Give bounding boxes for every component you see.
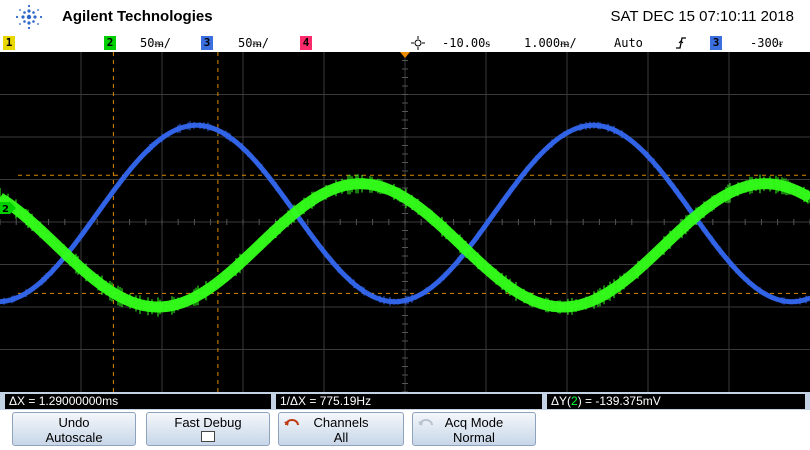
brand-name: Agilent Technologies: [62, 8, 213, 25]
waveform-noise: [0, 121, 810, 306]
rotate-knob-icon: [284, 419, 299, 426]
channel-3-scale: 50ᵯ/: [238, 36, 270, 50]
trigger-position-icon: [411, 36, 425, 50]
trigger-mode: Auto: [614, 36, 643, 50]
channel-2-tag[interactable]: 2: [104, 36, 116, 50]
channels-value: All: [333, 430, 349, 445]
waveform-trace: [0, 178, 810, 313]
channels-all-button[interactable]: Channels All: [278, 412, 404, 446]
trigger-slope-icon: [676, 37, 686, 49]
softkey-bar: Undo Autoscale Fast Debug Channels All A…: [0, 410, 810, 450]
trigger-position-marker: [400, 52, 410, 58]
delta-y-channel: 2: [571, 394, 578, 408]
channel-bar: 1 2 50ᵯ/ 3 50ᵯ/ 4 -10.00ᵴ 1.000ᵯ/ Auto 3…: [0, 35, 810, 52]
time-scale: 1.000ᵯ/: [524, 36, 577, 50]
channel-1-tag[interactable]: 1: [3, 36, 15, 50]
waveform-noise: [0, 174, 810, 317]
agilent-logo-icon: [15, 4, 43, 30]
acq-mode-value: Normal: [453, 430, 495, 445]
waveform-trace: [0, 122, 810, 305]
channel-2-ground-marker[interactable]: 2: [0, 202, 16, 215]
channels-label: Channels: [313, 415, 369, 430]
acq-mode-label: Acq Mode: [444, 415, 504, 430]
fast-debug-button[interactable]: Fast Debug: [146, 412, 270, 446]
acq-mode-button[interactable]: Acq Mode Normal: [412, 412, 536, 446]
ground-marker-shape: [0, 202, 16, 214]
time-delay: -10.00ᵴ: [442, 36, 491, 50]
delta-y-readout: ΔY(2) = -139.375mV: [547, 394, 805, 409]
channel-4-tag[interactable]: 4: [300, 36, 312, 50]
delta-y-prefix: ΔY(: [551, 394, 572, 408]
inverse-delta-x-readout: 1/ΔX = 775.19Hz: [276, 394, 542, 409]
fast-debug-label: Fast Debug: [174, 415, 242, 430]
rotate-knob-icon: [418, 419, 433, 426]
trigger-source-tag: 3: [710, 36, 722, 50]
undo-autoscale-line2: Autoscale: [45, 430, 103, 445]
title-bar: Agilent Technologies SAT DEC 15 07:10:11…: [0, 0, 810, 35]
channel-3-tag[interactable]: 3: [201, 36, 213, 50]
undo-autoscale-button[interactable]: Undo Autoscale: [12, 412, 136, 446]
trigger-level: -300ᵲ: [750, 36, 783, 50]
measurement-bar: ΔX = 1.29000000ms 1/ΔX = 775.19Hz ΔY(2) …: [0, 392, 810, 410]
waveform-display: 2: [0, 52, 810, 392]
delta-y-value: ) = -139.375mV: [577, 394, 661, 408]
date-time: SAT DEC 15 07:10:11 2018: [610, 8, 794, 25]
waveform-plot: 2: [0, 52, 810, 392]
fast-debug-checkbox[interactable]: [201, 431, 215, 442]
ground-marker-label: 2: [2, 204, 9, 215]
undo-autoscale-line1: Undo: [58, 415, 90, 430]
channel-2-scale: 50ᵯ/: [140, 36, 172, 50]
delta-x-readout: ΔX = 1.29000000ms: [5, 394, 271, 409]
